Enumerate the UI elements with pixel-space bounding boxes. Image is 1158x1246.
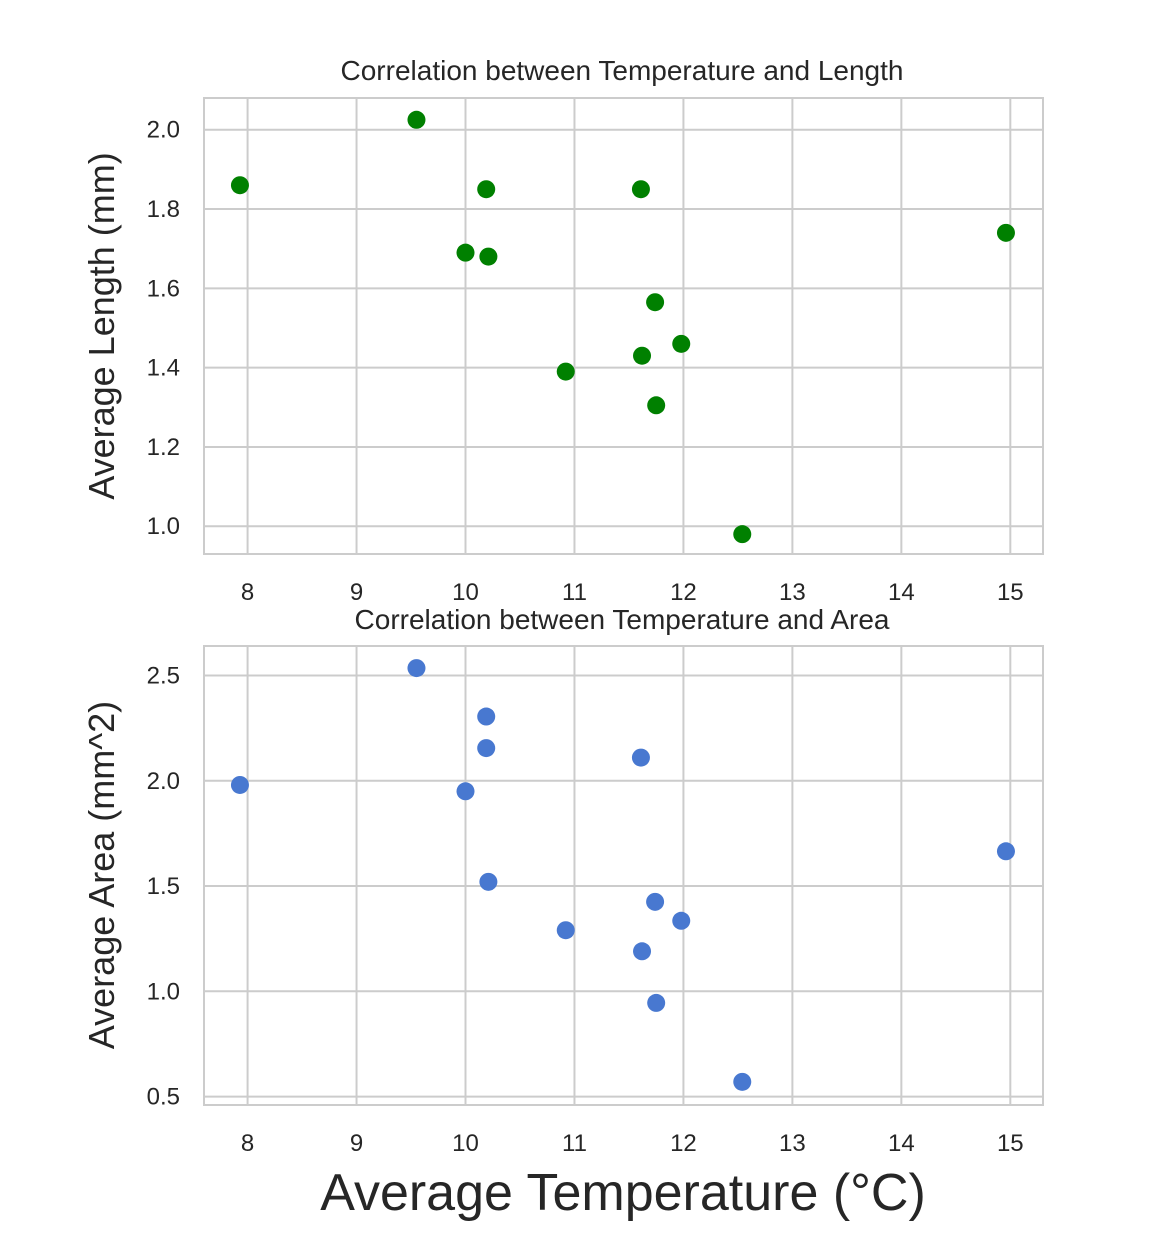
length-data-point [407,110,426,129]
length-x-tick-label: 10 [452,579,479,606]
area-x-tick-label: 8 [241,1130,254,1157]
length-panel: Correlation between Temperature and Leng… [81,55,1044,606]
area-y-ticks: 0.5 1.0 1.5 2.0 2.5 [147,662,180,1110]
area-y-tick-label: 2.5 [147,662,180,689]
area-data-point [477,707,496,726]
area-data-point [646,892,665,911]
length-data-point [456,243,475,262]
area-data-point [477,739,496,758]
length-x-tick-label: 15 [997,579,1024,606]
area-x-tick-label: 15 [997,1130,1024,1157]
area-points [230,659,1015,1091]
area-y-tick-label: 2.0 [147,768,180,795]
area-x-tick-label: 11 [562,1130,587,1157]
length-data-point [230,176,249,195]
length-x-tick-label: 8 [241,579,254,606]
area-data-point [230,775,249,794]
area-data-point [456,782,475,801]
area-y-tick-label: 1.5 [147,873,180,900]
area-panel: Correlation between Temperature and Area… [81,604,1044,1157]
length-data-point [672,334,691,353]
x-axis-label: Average Temperature (°C) [320,1164,926,1222]
area-x-tick-label: 10 [452,1130,479,1157]
area-data-point [672,911,691,930]
length-data-point [633,346,652,365]
length-x-ticks: 8 9 10 11 12 13 14 15 [241,579,1024,606]
length-data-point [477,180,496,199]
area-grid [204,646,1043,1105]
length-data-point [556,362,575,381]
length-y-tick-label: 1.2 [147,434,180,461]
length-x-tick-label: 9 [350,579,363,606]
area-data-point [996,842,1015,861]
length-y-axis-label: Average Length (mm) [81,152,122,500]
length-x-tick-label: 13 [779,579,806,606]
area-data-point [556,921,575,940]
length-data-point [631,180,650,199]
length-y-tick-label: 1.0 [147,513,180,540]
length-grid [204,98,1043,554]
area-data-point [407,659,426,678]
area-x-tick-label: 13 [779,1130,806,1157]
length-data-point [996,223,1015,242]
length-points [230,110,1015,544]
area-data-point [647,993,666,1012]
area-x-tick-label: 9 [350,1130,363,1157]
area-data-point [633,942,652,961]
area-y-axis-label: Average Area (mm^2) [81,701,122,1049]
length-plot-frame [203,97,1044,555]
area-data-point [631,748,650,767]
length-data-point [647,396,666,415]
area-data-point [479,872,498,891]
length-x-tick-label: 12 [670,579,697,606]
area-y-tick-label: 0.5 [147,1084,180,1111]
area-x-tick-label: 14 [888,1130,915,1157]
length-x-tick-label: 14 [888,579,915,606]
area-x-ticks: 8 9 10 11 12 13 14 15 [241,1130,1024,1157]
length-y-tick-label: 1.6 [147,275,180,302]
length-y-tick-label: 1.8 [147,196,180,223]
area-y-tick-label: 1.0 [147,978,180,1005]
length-y-tick-label: 1.4 [147,355,180,382]
length-chart-title: Correlation between Temperature and Leng… [341,55,904,86]
length-x-tick-label: 11 [562,579,587,606]
length-y-ticks: 1.0 1.2 1.4 1.6 1.8 2.0 [147,117,180,541]
area-x-tick-label: 12 [670,1130,697,1157]
length-data-point [646,293,665,312]
area-chart-title: Correlation between Temperature and Area [355,604,890,635]
length-data-point [733,525,752,544]
length-data-point [479,247,498,266]
length-y-tick-label: 2.0 [147,117,180,144]
area-plot-frame [203,645,1044,1106]
area-data-point [733,1072,752,1091]
